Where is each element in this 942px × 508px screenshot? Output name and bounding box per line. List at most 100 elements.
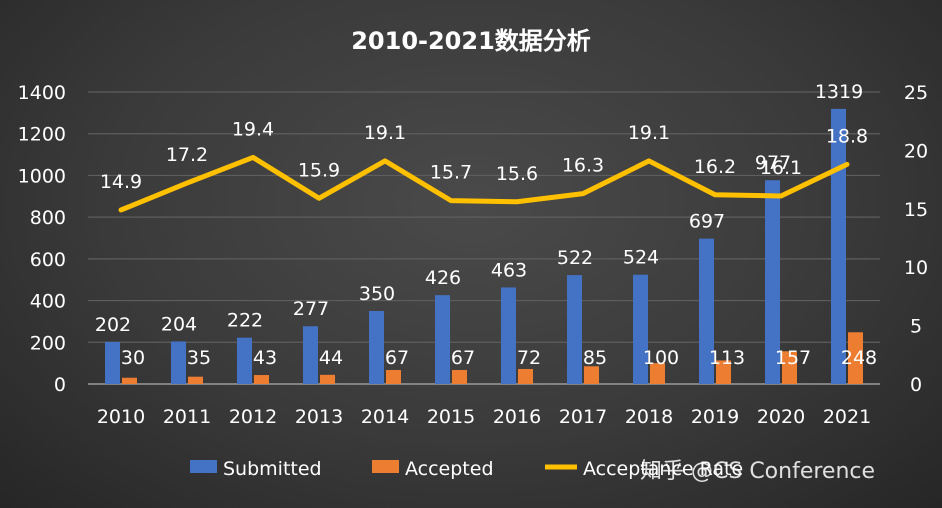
- bar-accepted: [518, 368, 533, 384]
- label-rate: 17.2: [166, 144, 208, 166]
- x-tick-label: 2019: [691, 406, 739, 428]
- bar-accepted: [386, 370, 401, 384]
- label-rate: 19.4: [232, 118, 274, 140]
- legend-swatch: [190, 460, 217, 473]
- label-submitted: 522: [557, 247, 593, 269]
- right-tick-label: 5: [910, 316, 922, 338]
- bar-accepted: [650, 363, 665, 384]
- bar-accepted: [716, 360, 731, 384]
- x-tick-label: 2011: [163, 406, 211, 428]
- legend-label: Accepted: [405, 458, 494, 480]
- label-accepted: 43: [253, 347, 277, 369]
- label-accepted: 72: [517, 347, 541, 369]
- x-tick-label: 2017: [559, 406, 607, 428]
- acceptance-rate-line: [118, 154, 850, 213]
- label-rate: 16.2: [694, 156, 736, 178]
- label-rate: 18.8: [826, 125, 868, 147]
- label-accepted: 44: [319, 347, 343, 369]
- bar-submitted: [435, 295, 450, 384]
- bar-accepted: [584, 366, 599, 384]
- label-accepted: 67: [451, 347, 475, 369]
- right-axis: 0 5 10 15 20 25: [904, 82, 928, 396]
- label-submitted: 524: [623, 247, 659, 269]
- right-tick-label: 25: [904, 82, 928, 104]
- x-tick-label: 2013: [295, 406, 343, 428]
- data-labels: 202 30 204 35 222 43 277 44 350 67 426 67 463 72 522 85…: [95, 81, 877, 369]
- left-tick-label: 400: [30, 291, 66, 313]
- left-tick-label: 0: [54, 374, 66, 396]
- label-submitted: 426: [425, 267, 461, 289]
- label-submitted: 1319: [815, 81, 863, 103]
- bar-submitted: [171, 341, 186, 384]
- right-tick-label: 15: [904, 199, 928, 221]
- left-tick-label: 200: [30, 332, 66, 354]
- watermark: 知乎 @CS Conference: [640, 459, 875, 484]
- x-tick-label: 2012: [229, 406, 277, 428]
- label-accepted: 248: [841, 347, 877, 369]
- label-accepted: 67: [385, 347, 409, 369]
- label-rate: 15.9: [298, 159, 340, 181]
- x-axis: 2010 2011 2012 2013 2014 2015 2016 2017 2018 2019…: [97, 406, 871, 428]
- left-tick-label: 600: [30, 249, 66, 271]
- bar-accepted: [782, 351, 797, 384]
- bar-accepted: [320, 374, 335, 384]
- label-submitted: 222: [227, 310, 263, 332]
- label-accepted: 157: [775, 347, 811, 369]
- label-rate: 19.1: [628, 122, 670, 144]
- right-tick-label: 0: [910, 374, 922, 396]
- label-accepted: 30: [121, 347, 145, 369]
- left-tick-label: 1400: [18, 82, 66, 104]
- bar-submitted: [633, 274, 648, 384]
- label-accepted: 85: [583, 347, 607, 369]
- chart-title: 2010-2021数据分析: [351, 27, 591, 55]
- label-accepted: 113: [709, 347, 745, 369]
- bar-submitted: [369, 311, 384, 384]
- bar-accepted: [188, 376, 203, 384]
- bar-submitted: [105, 341, 120, 384]
- legend-label: Acceptance Rate: [583, 458, 743, 480]
- label-rate: 19.1: [364, 122, 406, 144]
- right-tick-label: 10: [904, 257, 928, 279]
- bar-accepted: [122, 377, 137, 384]
- label-submitted: 204: [161, 313, 197, 335]
- bar-accepted: [848, 332, 863, 384]
- x-tick-label: 2014: [361, 406, 409, 428]
- x-tick-label: 2018: [625, 406, 673, 428]
- legend: Submitted Accepted Acceptance Rate: [190, 458, 743, 480]
- bar-submitted: [237, 337, 252, 384]
- bar-submitted: [501, 287, 516, 384]
- label-submitted: 977: [755, 152, 791, 174]
- x-tick-label: 2015: [427, 406, 475, 428]
- x-tick-label: 2020: [757, 406, 805, 428]
- bar-submitted: [303, 326, 318, 384]
- bar-accepted: [254, 375, 269, 384]
- bar-submitted: [567, 275, 582, 384]
- label-rate: 16.1: [760, 157, 802, 179]
- label-accepted: 100: [643, 347, 679, 369]
- right-tick-label: 20: [904, 140, 928, 162]
- legend-label: Submitted: [223, 458, 322, 480]
- gridlines: [88, 91, 880, 385]
- bar-accepted: [452, 370, 467, 384]
- label-submitted: 350: [359, 283, 395, 305]
- label-submitted: 697: [689, 211, 725, 233]
- x-tick-label: 2010: [97, 406, 145, 428]
- label-submitted: 277: [293, 298, 329, 320]
- label-submitted: 463: [491, 259, 527, 281]
- bar-series: [105, 108, 863, 384]
- label-rate: 16.3: [562, 155, 604, 177]
- x-tick-label: 2021: [823, 406, 871, 428]
- left-tick-label: 1000: [18, 165, 66, 187]
- label-rate: 15.6: [496, 163, 538, 185]
- label-rate: 14.9: [100, 171, 142, 193]
- bar-submitted: [765, 180, 780, 384]
- label-accepted: 35: [187, 347, 211, 369]
- left-tick-label: 1200: [18, 124, 66, 146]
- x-tick-label: 2016: [493, 406, 541, 428]
- label-submitted: 202: [95, 314, 131, 336]
- bar-submitted: [699, 238, 714, 384]
- left-tick-label: 800: [30, 207, 66, 229]
- left-axis: 0 200 400 600 800 1000 1200 1400: [18, 82, 66, 396]
- bar-submitted: [831, 108, 846, 384]
